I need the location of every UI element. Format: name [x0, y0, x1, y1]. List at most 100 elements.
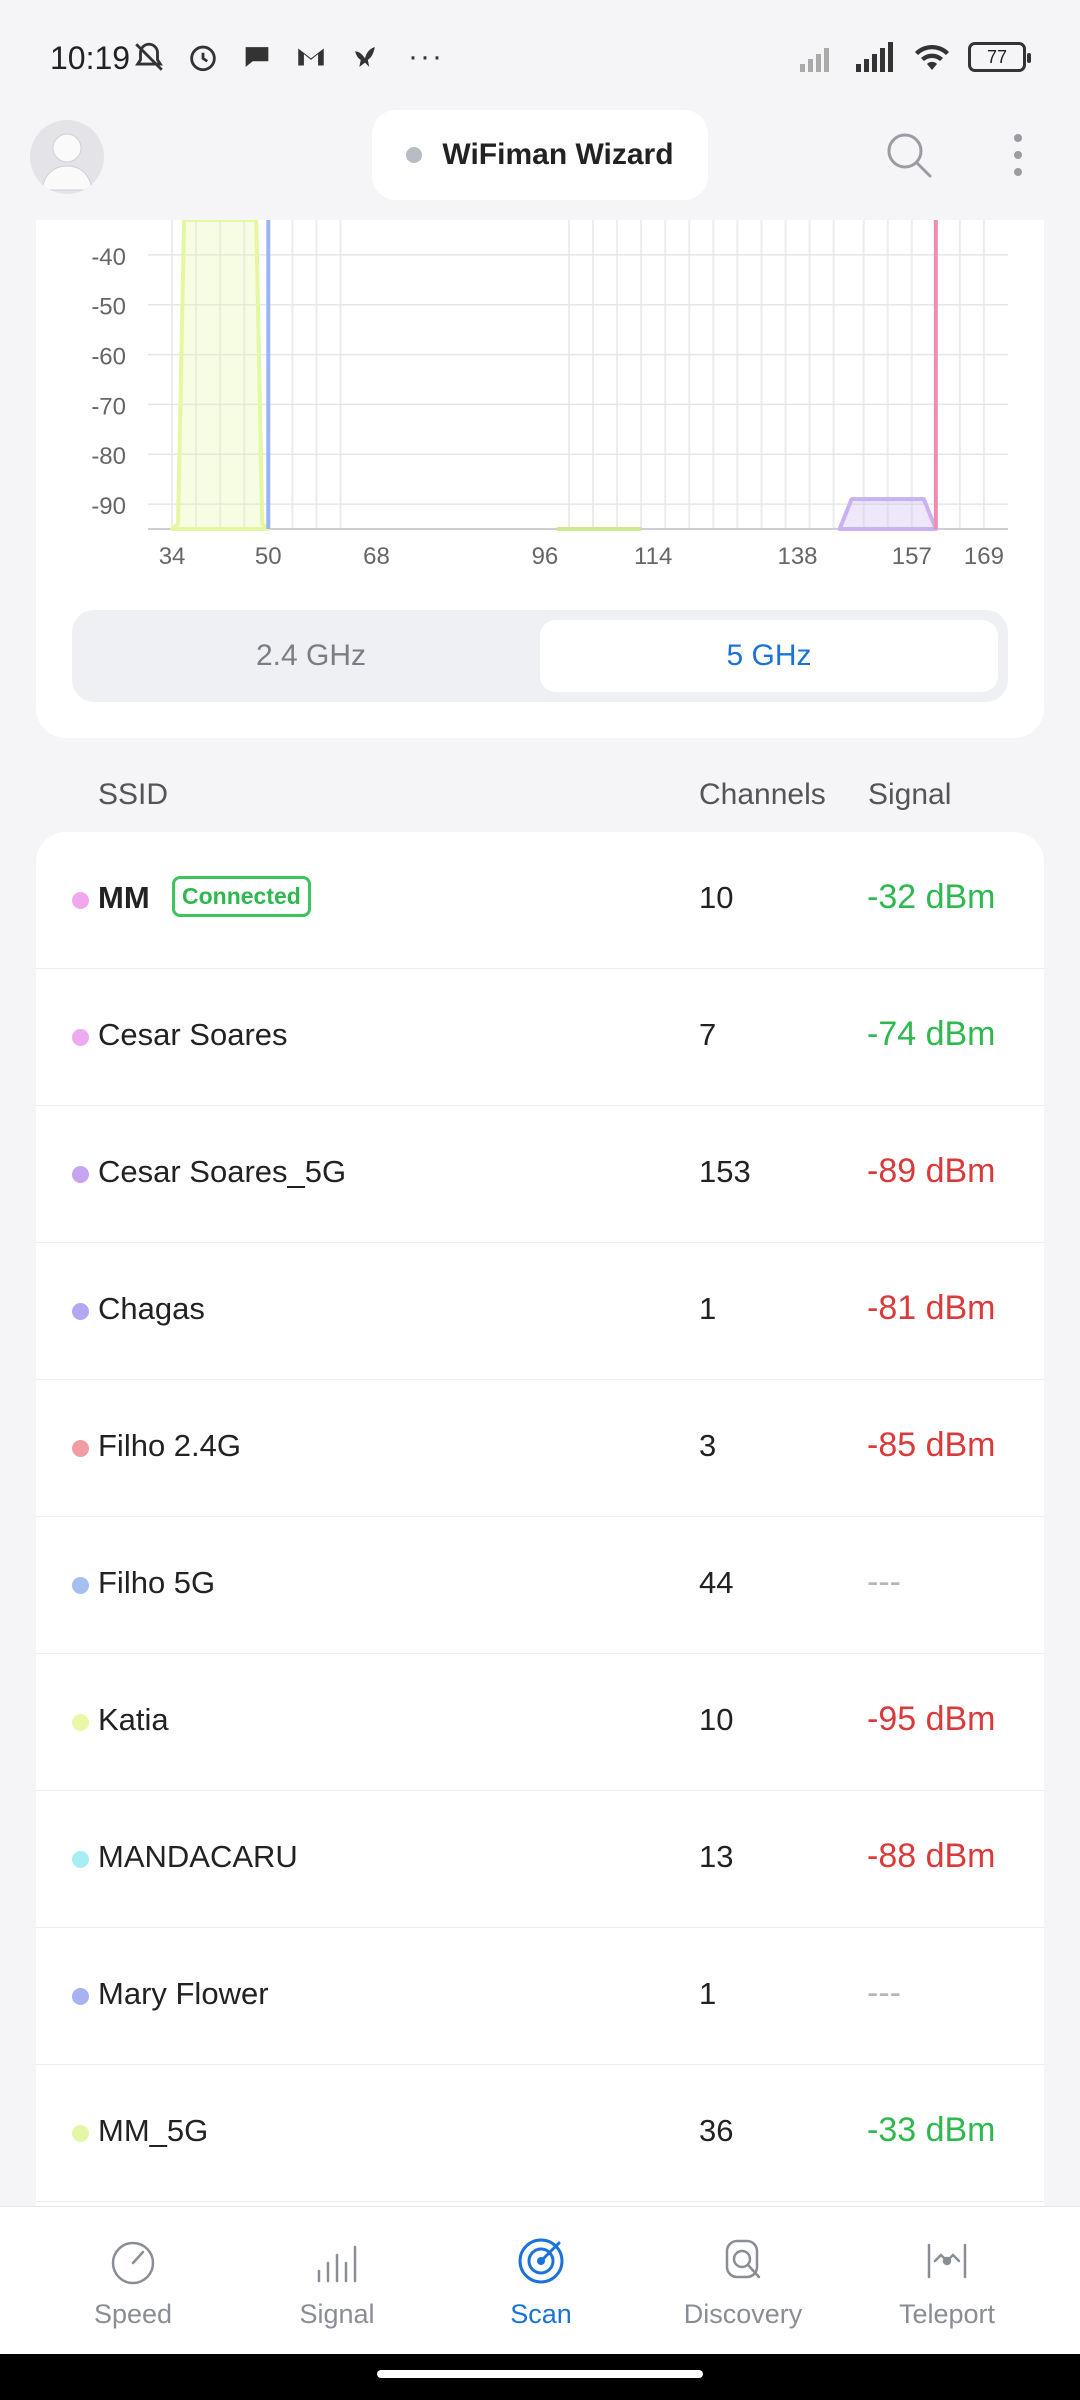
nav-speed[interactable]: Speed [53, 2235, 213, 2330]
avatar[interactable] [30, 120, 104, 194]
band-toggle: 2.4 GHz 5 GHz [72, 610, 1008, 702]
gmail-icon [298, 48, 324, 66]
network-color-dot [72, 1303, 89, 1320]
network-ssid: Katia [98, 1702, 169, 1737]
network-signal: -85 dBm [867, 1426, 996, 1464]
network-row[interactable]: MM_5G 36 -33 dBm [36, 2065, 1044, 2202]
battery-icon: 77 [968, 42, 1031, 72]
chart-x-tick-label: 34 [159, 543, 186, 570]
network-row[interactable]: Katia 10 -95 dBm [36, 1654, 1044, 1791]
teleport-icon [927, 2243, 967, 2279]
chat-icon [245, 47, 269, 67]
search-icon[interactable] [884, 130, 934, 180]
network-row[interactable]: MM Connected 10 -32 dBm [36, 832, 1044, 969]
band-option-5ghz[interactable]: 5 GHz [540, 620, 998, 692]
more-notifications: ··· [408, 40, 444, 73]
network-row[interactable]: Cesar Soares_5G 153 -89 dBm [36, 1106, 1044, 1243]
chart-y-tick-label: -50 [91, 294, 126, 321]
channel-chart-card: -40 -50 -60 -70 -80 -90 34 50 68 96 114 138 157 169 2… [36, 220, 1044, 738]
network-signal: -32 dBm [867, 878, 996, 916]
network-ssid: Filho 2.4G [98, 1428, 242, 1463]
network-row[interactable]: Chagas 1 -81 dBm [36, 1243, 1044, 1380]
network-signal: -81 dBm [867, 1289, 996, 1327]
wifi-icon [915, 44, 949, 70]
network-channel: 13 [699, 1839, 734, 1874]
notification-icons: ··· [132, 40, 444, 74]
network-row[interactable]: MANDACARU 13 -88 dBm [36, 1791, 1044, 1928]
network-channel: 1 [699, 1976, 717, 2011]
network-ssid: Cesar Soares [98, 1017, 288, 1052]
chart-y-tick-label: -90 [91, 493, 126, 520]
network-channel: 153 [699, 1154, 751, 1189]
bird-icon [355, 47, 375, 67]
nav-scan[interactable]: Scan [461, 2235, 621, 2330]
page-title: WiFiman Wizard [442, 138, 674, 171]
network-color-dot [72, 1988, 89, 2005]
network-channel: 3 [699, 1428, 717, 1463]
nav-label: Teleport [898, 2299, 996, 2329]
chart-x-tick-label: 96 [532, 543, 559, 570]
network-ssid: MM_5G [98, 2113, 209, 2148]
status-dot [406, 147, 423, 163]
network-row[interactable]: Filho 2.4G 3 -85 dBm [36, 1380, 1044, 1517]
device-title-pill[interactable]: WiFiman Wizard [372, 110, 708, 200]
network-signal: -95 dBm [867, 1700, 996, 1738]
chart-x-tick-label: 138 [777, 543, 817, 570]
connected-badge: Connected [172, 876, 311, 917]
nav-label: Speed [93, 2299, 173, 2329]
table-header: SSID Channels Signal [0, 770, 1080, 820]
network-list: MM Connected 10 -32 dBm Cesar Soares 7 -74 dBm… [36, 832, 1044, 2212]
network-ssid: Mary Flower [98, 1976, 269, 2011]
system-icons: 77 [800, 42, 1031, 72]
network-ssid: MM [98, 880, 150, 915]
chart-y-tick-label: -40 [91, 244, 126, 271]
network-color-dot [72, 892, 89, 909]
home-gesture-bar[interactable] [377, 2370, 703, 2378]
network-color-dot [72, 1577, 89, 1594]
network-ssid: MANDACARU [98, 1839, 298, 1874]
chart-x-tick-label: 50 [255, 543, 282, 570]
band-option-2-4ghz[interactable]: 2.4 GHz [255, 639, 367, 672]
network-signal: --- [867, 1974, 901, 2012]
chart-x-tick-label: 68 [363, 543, 390, 570]
network-color-dot [72, 1714, 89, 1731]
network-color-dot [72, 1029, 89, 1046]
network-ssid: Cesar Soares_5G [98, 1154, 347, 1189]
chart-y-tick-label: -70 [91, 393, 126, 420]
network-ssid: Filho 5G [98, 1565, 216, 1600]
signal-icon-weak [800, 48, 829, 72]
signal-icon [856, 42, 893, 72]
nav-discovery[interactable]: Discovery [663, 2235, 823, 2330]
channel-chart: -40 -50 -60 -70 -80 -90 34 50 68 96 114 138 157 169 [91, 220, 1008, 570]
network-row[interactable]: Filho 5G 44 --- [36, 1517, 1044, 1654]
network-channel: 36 [699, 2113, 734, 2148]
gesture-area [0, 2354, 1080, 2400]
nav-label: Signal [299, 2299, 375, 2329]
network-row[interactable]: Cesar Soares 7 -74 dBm [36, 969, 1044, 1106]
chart-x-tick-label: 169 [964, 543, 1004, 570]
chart-y-tick-label: -60 [91, 344, 126, 371]
column-header-signal[interactable]: Signal [868, 778, 952, 811]
network-signal: -89 dBm [867, 1152, 996, 1190]
network-channel: 7 [699, 1017, 717, 1052]
bottom-navigation: Speed Signal Scan Discovery Teleport [0, 2206, 1080, 2356]
chart-x-tick-label: 157 [892, 543, 932, 570]
network-ssid: Chagas [98, 1291, 205, 1326]
app-bar: WiFiman Wizard [0, 110, 1080, 240]
column-header-channels[interactable]: Channels [699, 778, 826, 811]
chart-series-area [170, 220, 271, 531]
user-avatar-icon [41, 133, 93, 191]
network-channel: 44 [699, 1565, 734, 1600]
network-row[interactable]: Mary Flower 1 --- [36, 1928, 1044, 2065]
nav-label: Scan [510, 2299, 572, 2329]
nav-teleport[interactable]: Teleport [867, 2235, 1027, 2330]
network-signal: --- [867, 1563, 901, 1601]
radar-scan-icon [518, 2238, 564, 2284]
nav-signal[interactable]: Signal [257, 2235, 417, 2330]
column-header-ssid[interactable]: SSID [98, 778, 169, 811]
network-signal: -88 dBm [867, 1837, 996, 1875]
device-discovery-icon [725, 2239, 761, 2279]
more-vertical-icon[interactable] [1000, 130, 1036, 180]
network-signal: -74 dBm [867, 1015, 996, 1053]
status-bar: 10:19 ··· 77 [0, 0, 1080, 100]
